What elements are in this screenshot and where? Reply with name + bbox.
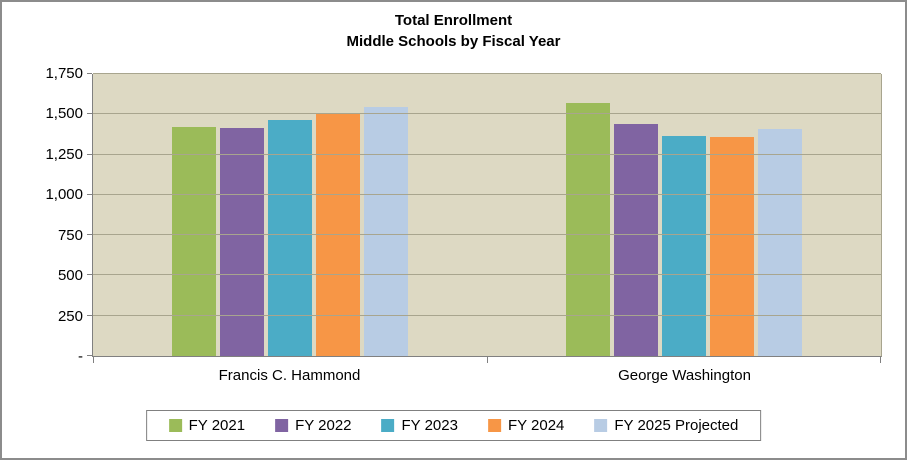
plot-area xyxy=(87,73,882,363)
gridline xyxy=(93,73,881,74)
legend-item: FY 2023 xyxy=(381,417,458,434)
legend-swatch-icon xyxy=(168,419,182,432)
bar-group xyxy=(487,74,881,356)
legend-swatch-icon xyxy=(487,419,501,432)
y-axis-tick xyxy=(87,193,92,195)
legend-label: FY 2021 xyxy=(188,417,246,434)
bar-fy-2022 xyxy=(220,127,264,356)
bar-groups xyxy=(93,74,881,356)
chart-title-line1: Total Enrollment xyxy=(394,12,513,29)
gridline xyxy=(93,153,881,155)
y-axis-tick-label: 1,500 xyxy=(45,105,83,123)
x-axis-tick xyxy=(487,357,488,363)
y-axis-tick xyxy=(87,355,92,356)
bar-fy-2025-projected xyxy=(364,106,408,356)
legend-swatch-icon xyxy=(594,419,608,432)
bar-fy-2021 xyxy=(566,103,610,356)
chart-title: Total Enrollment Middle Schools by Fisca… xyxy=(2,10,905,52)
bar-fy-2023 xyxy=(268,119,312,356)
chart-title-line2: Middle Schools by Fiscal Year xyxy=(346,33,561,50)
legend-label: FY 2022 xyxy=(295,417,352,434)
gridline xyxy=(93,113,881,115)
legend-label: FY 2025 Projected xyxy=(614,417,739,434)
legend-label: FY 2024 xyxy=(507,417,565,434)
bar-group xyxy=(93,74,487,356)
bar-fy-2023 xyxy=(662,136,706,356)
x-axis-tick xyxy=(93,357,94,363)
y-axis-tick-label: 1,750 xyxy=(45,65,83,82)
legend-item: FY 2021 xyxy=(168,417,246,434)
x-axis-tick xyxy=(880,357,881,363)
bar-fy-2025-projected xyxy=(758,128,802,356)
bar-fy-2022 xyxy=(614,123,658,356)
y-axis-tick-label: 250 xyxy=(57,307,83,325)
y-axis-tick-label: 1,000 xyxy=(45,186,83,204)
bar-fy-2024 xyxy=(710,137,754,356)
y-axis-labels: - 250 500 750 1,000 1,250 1,500 1,750 xyxy=(2,65,83,365)
gridline xyxy=(93,274,881,276)
x-axis-labels: Francis C. Hammond George Washington xyxy=(92,367,882,384)
category-label: George Washington xyxy=(618,367,751,384)
y-axis-tick xyxy=(87,314,92,316)
legend: FY 2021 FY 2022 FY 2023 FY 2024 FY 2025 Proj… xyxy=(145,410,762,441)
gridline xyxy=(93,193,881,195)
gridline xyxy=(93,314,881,316)
y-axis-tick xyxy=(87,274,92,276)
legend-item: FY 2024 xyxy=(487,417,565,434)
gridline xyxy=(93,234,881,236)
y-axis-tick-label: 1,250 xyxy=(45,145,83,163)
y-axis-tick-label: 500 xyxy=(57,267,83,285)
y-axis-tick xyxy=(87,113,92,115)
bar-fy-2021 xyxy=(172,126,216,356)
legend-label: FY 2023 xyxy=(401,417,458,434)
y-axis-tick xyxy=(87,73,92,74)
legend-swatch-icon xyxy=(381,419,395,432)
legend-item: FY 2022 xyxy=(275,417,352,434)
y-axis-tick-label: - xyxy=(78,348,83,365)
category-label: Francis C. Hammond xyxy=(218,367,361,384)
legend-swatch-icon xyxy=(275,419,289,432)
y-axis-tick xyxy=(87,234,92,236)
legend-item: FY 2025 Projected xyxy=(594,417,738,434)
y-axis-tick-label: 750 xyxy=(57,226,83,244)
y-axis-tick xyxy=(87,153,92,155)
